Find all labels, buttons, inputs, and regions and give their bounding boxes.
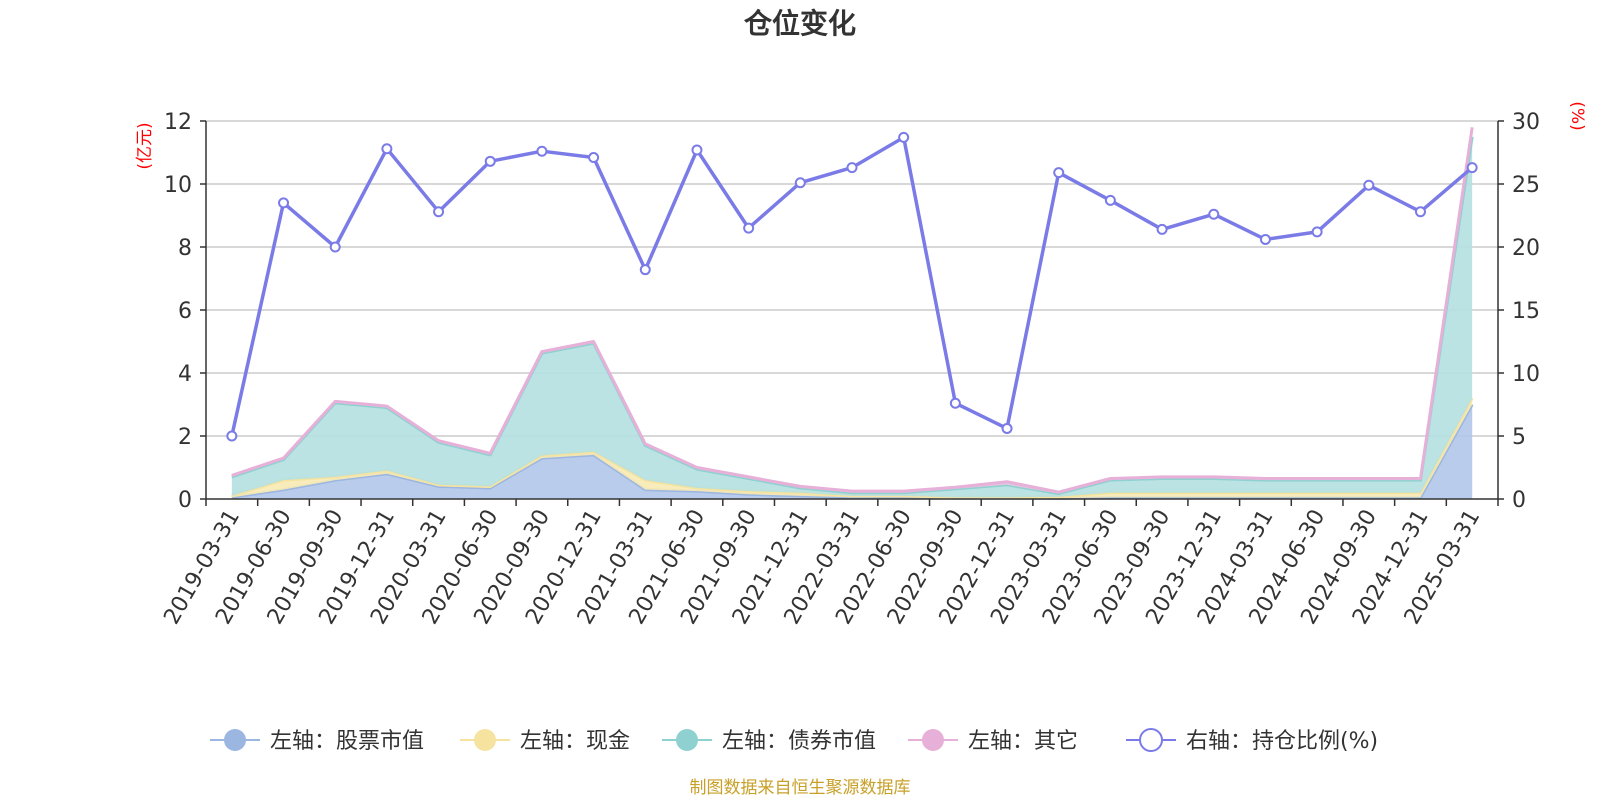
right-tick-label: 10	[1512, 362, 1540, 387]
right-tick-label: 25	[1512, 173, 1540, 198]
legend-label: 右轴：持仓比例(%)	[1186, 729, 1378, 754]
area-edge-series-3	[231, 127, 1474, 494]
legend-marker	[1139, 728, 1163, 752]
left-tick-label: 0	[178, 488, 192, 513]
ratio-point	[898, 131, 910, 143]
stacked-areas	[231, 127, 1474, 500]
ratio-point	[381, 143, 393, 155]
legend-marker	[676, 729, 698, 751]
right-tick-label: 5	[1512, 425, 1526, 450]
ratio-point	[1104, 194, 1116, 206]
ratio-point	[1466, 162, 1478, 174]
ratio-point	[1156, 223, 1168, 235]
left-tick-label: 10	[164, 173, 192, 198]
ratio-point	[226, 430, 238, 442]
legend-marker	[474, 729, 496, 751]
right-tick-label: 0	[1512, 488, 1526, 513]
right-axis-unit: (%)	[1567, 101, 1587, 130]
grid-lines	[206, 120, 1498, 437]
ratio-point	[639, 264, 651, 276]
ratio-point	[433, 206, 445, 218]
right-tick-label: 20	[1512, 236, 1540, 261]
ratio-point	[536, 145, 548, 157]
right-tick-label: 30	[1512, 110, 1540, 135]
ratio-point	[329, 241, 341, 253]
ratio-point	[846, 162, 858, 174]
legend: 左轴：股票市值 左轴：现金 左轴：债券市值 左轴：其它 右轴：持仓比例(%)	[210, 728, 1378, 754]
ratio-point	[278, 197, 290, 209]
left-tick-label: 2	[178, 425, 192, 450]
ratio-point	[1259, 233, 1271, 245]
ratio-point	[1311, 226, 1323, 238]
ratio-point	[1414, 206, 1426, 218]
legend-label: 左轴：现金	[520, 729, 630, 754]
right-tick-label: 15	[1512, 299, 1540, 324]
legend-marker	[224, 729, 246, 751]
left-axis-unit: (亿元)	[135, 122, 155, 169]
ratio-point	[588, 152, 600, 164]
source-note: 制图数据来自恒生聚源数据库	[690, 778, 911, 798]
ratio-line-layer	[226, 131, 1478, 442]
ratio-point	[691, 144, 703, 156]
ratio-line	[230, 135, 1474, 437]
ratio-point	[949, 397, 961, 409]
area-series-0	[231, 404, 1473, 499]
left-tick-label: 12	[164, 110, 192, 135]
ratio-point	[1053, 167, 1065, 179]
legend-marker	[922, 729, 944, 751]
left-tick-label: 6	[178, 299, 192, 324]
chart-title: 仓位变化	[744, 7, 856, 40]
ratio-point	[1208, 208, 1220, 220]
ratio-point	[794, 177, 806, 189]
left-tick-label: 4	[178, 362, 192, 387]
ratio-point	[1001, 422, 1013, 434]
area-series-2	[231, 136, 1473, 498]
ratio-point	[743, 222, 755, 234]
legend-label: 左轴：股票市值	[270, 729, 424, 754]
ratio-point	[484, 155, 496, 167]
left-tick-label: 8	[178, 236, 192, 261]
legend-label: 左轴：债券市值	[722, 729, 876, 754]
legend-label: 左轴：其它	[968, 729, 1078, 754]
ratio-point	[1363, 179, 1375, 191]
